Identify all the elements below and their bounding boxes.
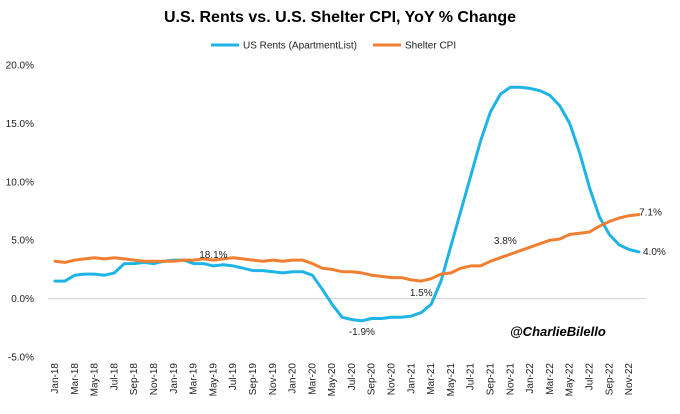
x-tick-label: Mar-20: [307, 363, 318, 395]
legend-label: US Rents (ApartmentList): [243, 41, 357, 52]
y-axis: -5.0% 0.0% 5.0% 10.0% 15.0% 20.0%: [6, 61, 34, 364]
x-tick-label: Nov-19: [268, 363, 279, 396]
series-line-us-rents: [53, 85, 641, 323]
x-tick-label: Jul-20: [347, 363, 358, 391]
x-tick-label: Nov-22: [624, 363, 635, 396]
data-label: 7.1%: [639, 208, 662, 219]
x-tick-label: Jul-21: [466, 363, 477, 391]
x-tick-label: Sep-21: [486, 363, 497, 396]
data-label: 4.0%: [643, 247, 666, 258]
data-label: 18.1%: [199, 250, 227, 261]
series-lines: [53, 85, 641, 323]
x-tick-label: Mar-19: [189, 363, 200, 395]
chart-title: U.S. Rents vs. U.S. Shelter CPI, YoY % C…: [163, 9, 517, 26]
x-tick-label: Jul-19: [228, 363, 239, 391]
x-tick-label: Mar-22: [545, 363, 556, 395]
watermark-handle: @CharlieBilello: [510, 324, 606, 339]
x-tick-label: May-19: [208, 363, 219, 397]
data-labels: 18.1% -1.9% 1.5% 3.8% 7.1% 4.0%: [199, 208, 666, 338]
x-tick-label: Jan-19: [169, 363, 180, 394]
x-tick-label: Jan-20: [288, 363, 299, 394]
data-label: -1.9%: [349, 327, 375, 338]
legend: US Rents (ApartmentList) Shelter CPI: [211, 41, 456, 52]
x-tick-label: Jul-22: [585, 363, 596, 391]
series-line-shelter-cpi: [53, 213, 641, 283]
x-tick-label: Jan-18: [50, 363, 61, 394]
y-tick-label: 20.0%: [6, 61, 34, 72]
x-tick-label: May-22: [565, 363, 576, 397]
x-tick-label: Nov-18: [149, 363, 160, 396]
x-tick-label: Nov-20: [387, 363, 398, 396]
x-tick-label: Sep-19: [248, 363, 259, 396]
y-tick-label: 15.0%: [6, 119, 34, 130]
x-tick-label: Sep-22: [604, 363, 615, 396]
y-tick-label: -5.0%: [8, 353, 34, 364]
y-tick-label: 5.0%: [11, 236, 34, 247]
x-tick-label: Nov-21: [505, 363, 516, 396]
x-tick-label: Sep-20: [367, 363, 378, 396]
x-tick-label: Sep-18: [129, 363, 140, 396]
x-tick-label: May-20: [327, 363, 338, 397]
data-label: 3.8%: [494, 236, 517, 247]
x-tick-label: Jul-18: [109, 363, 120, 391]
x-tick-label: Mar-21: [426, 363, 437, 395]
x-tick-label: May-21: [446, 363, 457, 397]
x-tick-label: May-18: [90, 363, 101, 397]
data-label: 1.5%: [410, 288, 433, 299]
x-tick-label: Jan-22: [525, 363, 536, 394]
y-tick-label: 10.0%: [6, 177, 34, 188]
legend-label: Shelter CPI: [405, 41, 456, 52]
x-tick-label: Jan-21: [406, 363, 417, 394]
y-tick-label: 0.0%: [11, 294, 34, 305]
x-axis: Jan-18 Mar-18 May-18 Jul-18 Sep-18 Nov-18 Jan-…: [48, 298, 646, 397]
x-tick-label: Mar-18: [70, 363, 81, 395]
